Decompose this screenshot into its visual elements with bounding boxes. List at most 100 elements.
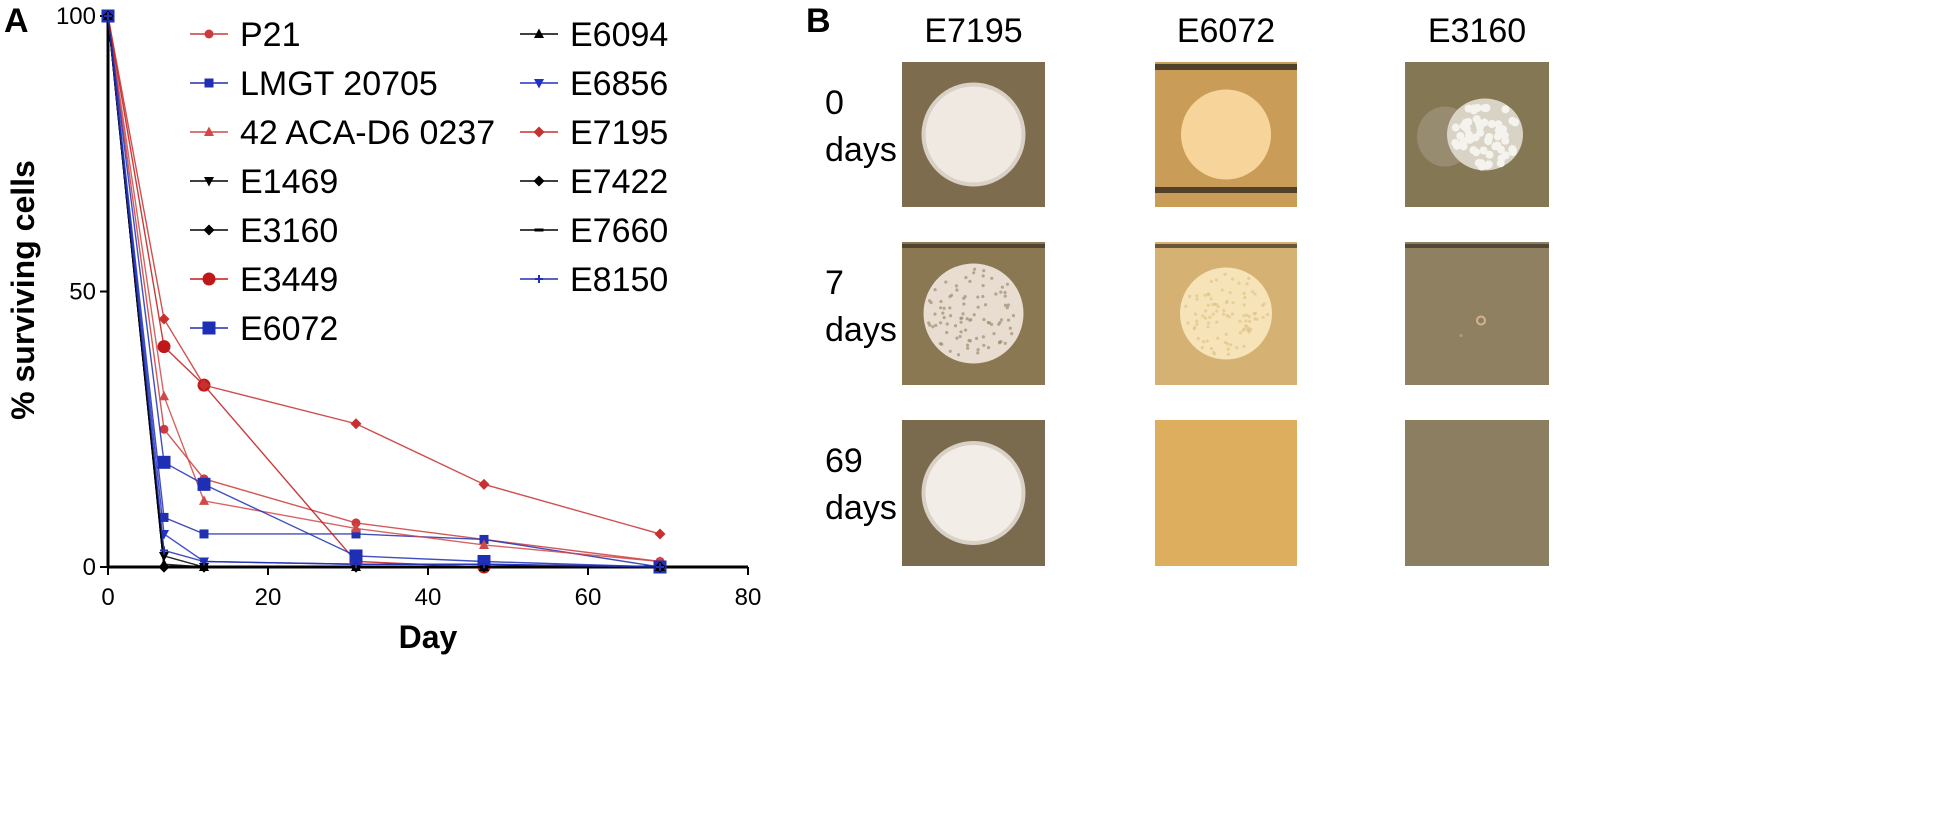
data-point: [197, 477, 211, 491]
data-point: [199, 565, 209, 569]
column-header: E7195: [924, 12, 1022, 50]
plate-edge-strip: [1155, 187, 1297, 193]
survival-chart: 0 20 40 60 80 0 50 100 Day % surviving cells P2…: [5, 3, 761, 655]
legend-item: LMGT 20705: [190, 65, 438, 103]
plate-image: [1405, 62, 1549, 207]
legend-marker: [204, 78, 214, 88]
data-point: [479, 534, 489, 544]
x-axis-title: Day: [399, 619, 458, 655]
colony-spot: [923, 443, 1024, 543]
legend-label: P21: [240, 16, 301, 54]
series-12: [104, 12, 664, 571]
legend-label: E6072: [240, 310, 338, 348]
plate-image: [1155, 242, 1297, 385]
data-point: [656, 563, 664, 571]
y-tick-label: 50: [69, 279, 96, 306]
panel-a-label: A: [4, 2, 29, 40]
legend-label: E7660: [570, 212, 668, 250]
legend-item: 42 ACA-D6 0237: [190, 114, 495, 152]
chart-ticks: 0 20 40 60 80 0 50 100: [56, 3, 761, 611]
legend-marker: [534, 228, 544, 232]
legend-label: LMGT 20705: [240, 65, 438, 103]
legend-item: E7660: [520, 212, 668, 250]
colony-spot: [1180, 267, 1272, 360]
plate-edge-strip: [902, 244, 1045, 248]
colony-dot: [1476, 315, 1486, 326]
data-point: [199, 495, 209, 505]
data-point: [349, 549, 363, 563]
plate-edge-strip: [1155, 244, 1297, 248]
data-point: [199, 529, 209, 539]
plate-image: [1405, 242, 1549, 385]
legend-item: E7422: [520, 163, 668, 201]
data-point: [350, 418, 362, 430]
data-point: [159, 424, 169, 434]
column-header: E3160: [1428, 12, 1526, 50]
legend-marker: [202, 272, 216, 286]
legend-label: E3160: [240, 212, 338, 250]
legend-item: E6094: [520, 16, 668, 54]
data-point: [159, 565, 169, 569]
data-point: [478, 478, 490, 490]
plate-image: [1155, 420, 1297, 566]
row-label-unit: days: [825, 311, 897, 349]
plate-image: [902, 420, 1045, 566]
row-label-value: 69: [825, 442, 863, 480]
x-tick-label: 60: [575, 584, 602, 611]
series-line: [107, 15, 661, 535]
plate-image: [1155, 62, 1297, 207]
y-tick-label: 100: [56, 3, 96, 30]
legend-label: E8150: [570, 261, 668, 299]
series-line: [107, 15, 661, 568]
legend-marker: [204, 126, 214, 136]
legend-label: E6856: [570, 65, 668, 103]
legend-item: E3449: [190, 261, 338, 299]
data-point: [480, 560, 488, 569]
data-point: [654, 528, 666, 540]
colony-dot: [1459, 334, 1463, 337]
data-point: [159, 551, 169, 562]
data-point: [157, 340, 171, 354]
data-point: [104, 12, 112, 20]
legend-label: E3449: [240, 261, 338, 299]
column-header: E6072: [1177, 12, 1275, 50]
plate-image: [1405, 420, 1549, 566]
plate-edge-strip: [1155, 64, 1297, 70]
data-point: [157, 455, 171, 469]
legend-marker: [534, 79, 544, 89]
series-line: [107, 15, 661, 568]
row-label-value: 7: [825, 264, 844, 302]
row-label-unit: days: [825, 489, 897, 527]
series-line: [107, 15, 660, 568]
plate-image: [902, 62, 1045, 207]
x-tick-label: 20: [255, 584, 282, 611]
x-tick-label: 80: [735, 584, 762, 611]
data-point: [159, 512, 169, 522]
data-point: [198, 379, 210, 391]
colony-texture: [1184, 272, 1270, 356]
x-tick-label: 0: [101, 584, 114, 611]
x-tick-label: 40: [415, 584, 442, 611]
chart-legend: P21 LMGT 20705 42 ACA-D6 0237 E1469 E3160 E34…: [190, 16, 668, 348]
legend-label: E6094: [570, 16, 668, 54]
plate-edge-strip: [1405, 244, 1549, 248]
data-point: [351, 522, 361, 533]
legend-marker: [534, 28, 544, 38]
data-point: [351, 518, 361, 528]
legend-marker: [204, 177, 214, 187]
data-point: [159, 390, 169, 401]
colony-cluster: [1447, 98, 1523, 171]
plate-background: [1155, 420, 1297, 566]
legend-item: E6072: [190, 310, 338, 348]
legend-marker: [533, 175, 545, 187]
plate-background: [1405, 420, 1549, 566]
row-label-value: 0: [825, 84, 844, 122]
y-tick-label: 0: [83, 554, 96, 581]
colony-rim: [921, 82, 1026, 187]
legend-marker: [535, 275, 543, 283]
legend-label: E1469: [240, 163, 338, 201]
legend-marker: [533, 126, 545, 138]
legend-item: E1469: [190, 163, 338, 201]
data-point: [160, 546, 168, 555]
